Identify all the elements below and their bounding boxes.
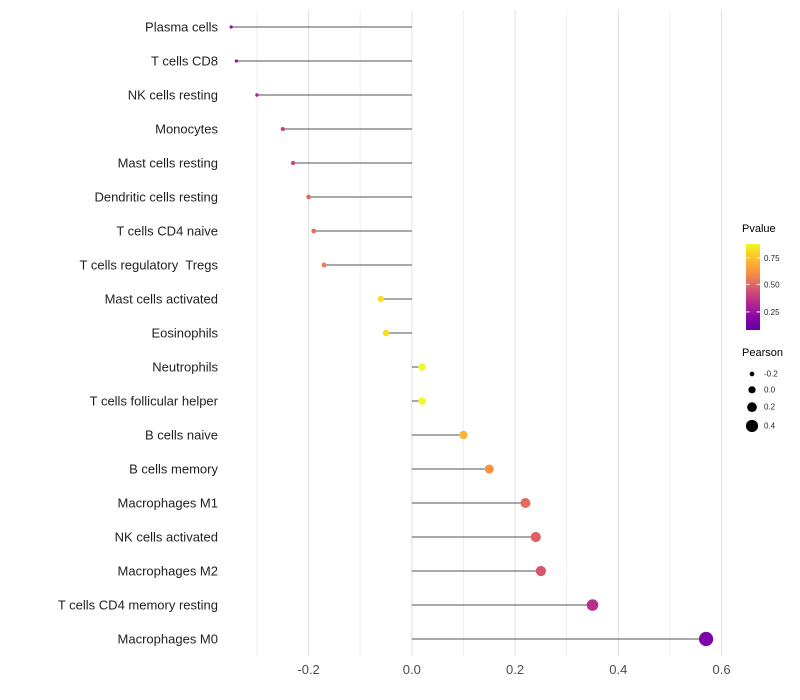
pearson-size-dot — [747, 402, 757, 412]
lollipop-dot — [418, 397, 426, 405]
lollipop-dot — [321, 262, 327, 268]
lollipop-dot — [459, 430, 468, 440]
category-label: Neutrophils — [152, 360, 218, 375]
x-tick-label: 0.4 — [609, 662, 627, 677]
pearson-size-dot — [748, 386, 756, 394]
pearson-size-label: 0.0 — [764, 385, 776, 394]
lollipop-dot — [382, 329, 390, 337]
lollipop-dot — [229, 25, 233, 29]
pvalue-tick-label: 0.75 — [764, 254, 780, 263]
lollipop-dot — [255, 93, 259, 97]
lollipop-dot — [306, 194, 311, 200]
x-tick-label: 0.2 — [506, 662, 524, 677]
category-label: B cells memory — [129, 462, 218, 477]
category-label: Eosinophils — [152, 326, 219, 341]
pearson-size-dot — [745, 419, 759, 433]
category-label: Monocytes — [155, 122, 218, 137]
category-label: Macrophages M1 — [118, 496, 218, 511]
lollipop-dot — [535, 565, 547, 577]
category-label: Plasma cells — [145, 20, 218, 35]
lollipop-dot — [280, 126, 285, 132]
lollipop-dot — [586, 599, 599, 611]
category-label: Dendritic cells resting — [94, 190, 218, 205]
lollipop-dot — [311, 228, 317, 234]
pearson-size-dot — [749, 371, 755, 377]
pvalue-legend-title: Pvalue — [742, 223, 776, 235]
category-label: Macrophages M2 — [118, 564, 218, 579]
lollipop-dot — [698, 631, 714, 647]
lollipop-dot — [377, 295, 385, 303]
lollipop-dot — [530, 531, 541, 543]
category-label: T cells CD4 naive — [116, 224, 218, 239]
category-label: Mast cells activated — [105, 292, 218, 307]
category-label: T cells CD8 — [151, 54, 218, 69]
category-label: NK cells resting — [128, 88, 218, 103]
category-label: B cells naive — [145, 428, 218, 443]
x-tick-label: 0.6 — [713, 662, 731, 677]
lollipop-dot — [290, 160, 296, 166]
pearson-legend-title: Pearson — [742, 347, 783, 359]
x-tick-label: 0.0 — [403, 662, 421, 677]
pearson-size-label: 0.4 — [764, 421, 776, 430]
category-label: T cells regulatory Tregs — [80, 258, 219, 273]
pearson-size-label: 0.2 — [764, 403, 776, 412]
category-label: T cells CD4 memory resting — [58, 598, 218, 613]
pvalue-colorbar — [746, 244, 760, 330]
category-label: T cells follicular helper — [90, 394, 219, 409]
pvalue-tick-label: 0.50 — [764, 280, 780, 289]
category-label: Mast cells resting — [118, 156, 218, 171]
category-label: NK cells activated — [115, 530, 218, 545]
lollipop-dot — [484, 464, 494, 474]
lollipop-dot — [418, 363, 426, 371]
pvalue-tick-label: 0.25 — [764, 308, 780, 317]
pearson-size-label: -0.2 — [764, 370, 778, 379]
lollipop-dot — [520, 498, 531, 508]
category-label: Macrophages M0 — [118, 632, 218, 647]
x-tick-label: -0.2 — [297, 662, 319, 677]
lollipop-dot — [234, 59, 238, 63]
